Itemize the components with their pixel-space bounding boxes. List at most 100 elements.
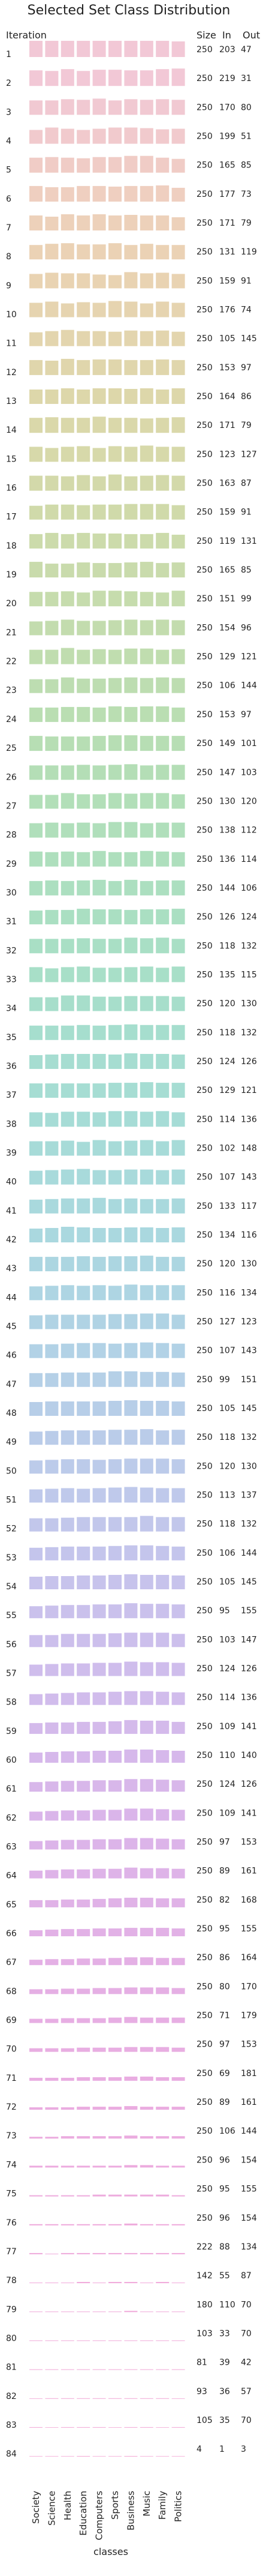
cell-in: 129 [219, 1086, 235, 1095]
cell-out: 147 [241, 1635, 257, 1645]
bar-music [140, 360, 153, 375]
bar-politics [171, 1314, 185, 1329]
bar-science [45, 1431, 59, 1445]
bar-sports [108, 1256, 122, 1272]
bar-music [140, 331, 153, 346]
bar-sports [108, 822, 122, 838]
cell-size: 250 [197, 2040, 213, 2050]
cell-size: 250 [197, 247, 213, 257]
bar-science [45, 852, 59, 867]
bar-family [156, 1313, 170, 1329]
cell-in: 130 [219, 796, 235, 806]
bar-health [61, 303, 74, 317]
iteration-row: 50 250 120 130 [6, 1458, 257, 1476]
bar-family [156, 2398, 170, 2399]
bar-computers [92, 1314, 106, 1329]
cell-in: 71 [219, 2011, 230, 2021]
bar-science [45, 1722, 59, 1734]
bar-business [124, 1574, 138, 1589]
cell-in: 110 [219, 1751, 235, 1760]
cell-size: 250 [197, 334, 213, 344]
bar-sports [108, 996, 122, 1011]
bar-health [61, 2195, 74, 2197]
iteration-label: 76 [6, 2218, 17, 2228]
bar-business [124, 677, 138, 693]
bar-society [29, 2195, 43, 2197]
bar-education [77, 2047, 90, 2052]
iteration-label: 7 [6, 223, 11, 233]
iteration-label: 83 [6, 2421, 17, 2430]
bar-politics [171, 1958, 185, 1966]
bar-business [124, 1661, 138, 1676]
bar-education [77, 1227, 90, 1242]
cell-size: 250 [197, 1548, 213, 1558]
cell-in: 124 [219, 1664, 235, 1674]
bar-sports [108, 1780, 122, 1792]
bar-society [29, 1606, 43, 1619]
bar-science [45, 2137, 59, 2139]
cell-in: 120 [219, 1461, 235, 1471]
iteration-row: 62 250 109 141 [6, 1808, 257, 1823]
iteration-label: 54 [6, 1582, 17, 1592]
bar-politics [171, 1988, 185, 1994]
bar-music [140, 2107, 153, 2110]
bar-computers [92, 504, 106, 520]
bar-computers [92, 1460, 106, 1474]
cell-out: 80 [241, 103, 252, 112]
bar-society [29, 245, 43, 260]
cell-out: 153 [241, 2040, 257, 2050]
bar-society [29, 1141, 43, 1156]
iteration-label: 16 [6, 484, 17, 493]
cell-size: 93 [197, 2387, 207, 2397]
bar-health [61, 1112, 74, 1127]
iteration-label: 33 [6, 975, 17, 984]
bar-science [45, 2456, 59, 2457]
bar-business [124, 418, 138, 433]
bar-health [61, 358, 74, 375]
bar-science [45, 1930, 59, 1937]
cell-in: 177 [219, 190, 235, 199]
bar-computers [92, 1604, 106, 1619]
bar-computers [92, 1054, 106, 1069]
bar-politics [171, 1083, 185, 1098]
bar-sports [108, 1517, 122, 1532]
bar-science [45, 621, 59, 636]
bar-health [61, 2311, 74, 2313]
bar-family [156, 185, 170, 202]
bar-education [77, 765, 90, 780]
bar-sports [108, 793, 122, 809]
bar-business [124, 967, 138, 983]
cell-out: 181 [241, 2069, 257, 2078]
bar-health [61, 564, 74, 578]
bar-science [45, 390, 59, 404]
bar-science [45, 1055, 59, 1069]
bar-family [156, 677, 170, 693]
bar-health [61, 619, 74, 636]
bar-music [140, 1691, 153, 1705]
bar-politics [171, 620, 185, 636]
iteration-label: 73 [6, 2131, 17, 2141]
bar-politics [171, 678, 185, 693]
bar-society [29, 1025, 43, 1040]
iteration-row: 53 250 106 144 [6, 1545, 257, 1563]
cell-size: 250 [197, 103, 213, 112]
bar-sports [108, 2456, 122, 2457]
bar-health [61, 1605, 74, 1619]
cell-out: 132 [241, 941, 257, 951]
iteration-label: 17 [6, 513, 17, 522]
bar-health [61, 2018, 74, 2023]
bar-music [140, 793, 153, 809]
bar-society [29, 2048, 43, 2052]
iteration-row: 34 250 120 130 [6, 995, 257, 1014]
iteration-label: 71 [6, 2074, 17, 2083]
bar-business [124, 1169, 138, 1185]
bar-society [29, 823, 43, 838]
bar-health [61, 648, 74, 664]
bar-society [29, 1431, 43, 1445]
iteration-row: 35 250 118 132 [6, 1024, 257, 1043]
bar-society [29, 1489, 43, 1503]
iteration-label: 22 [6, 657, 17, 667]
bar-business [124, 2106, 138, 2110]
bar-science [45, 1314, 59, 1329]
cell-size: 250 [197, 1635, 213, 1645]
